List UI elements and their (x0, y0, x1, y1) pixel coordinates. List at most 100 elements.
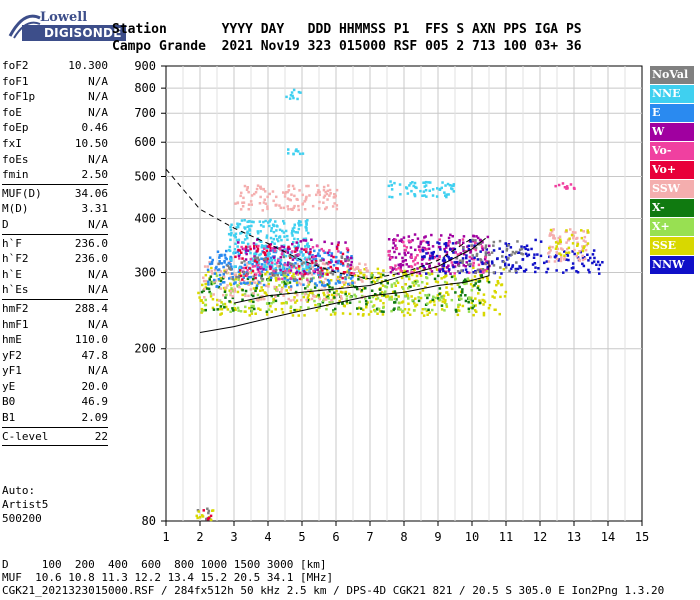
echo-point (570, 233, 574, 237)
echo-point (242, 201, 246, 204)
echo-point (274, 262, 277, 266)
echo-point (465, 256, 468, 260)
echo-point (239, 232, 242, 235)
echo-point (423, 185, 426, 188)
echo-point (272, 300, 275, 304)
echo-point (227, 261, 230, 265)
echo-point (457, 264, 461, 268)
echo-point (313, 249, 316, 253)
echo-point (343, 304, 346, 308)
echo-point (283, 235, 286, 238)
echo-point (416, 280, 419, 283)
echo-point (442, 257, 446, 260)
echo-point (390, 295, 393, 299)
echo-point (284, 254, 288, 258)
echo-point (298, 189, 301, 192)
echo-point (570, 267, 574, 270)
echo-point (362, 276, 365, 279)
echo-point (459, 294, 463, 297)
echo-point (374, 310, 377, 313)
echo-point (207, 283, 210, 286)
echo-point (485, 269, 488, 273)
echo-point (353, 274, 357, 277)
echo-point (483, 300, 487, 304)
echo-point (335, 267, 338, 270)
echo-point (373, 276, 376, 279)
echo-point (267, 254, 270, 258)
echo-point (553, 237, 556, 240)
echo-point (266, 207, 269, 211)
echo-point (255, 284, 259, 287)
echo-point (493, 296, 496, 299)
echo-point (267, 308, 271, 311)
echo-point (587, 231, 590, 234)
echo-point (443, 247, 446, 251)
echo-point (320, 247, 323, 251)
echo-point (222, 293, 225, 297)
echo-point (207, 511, 210, 515)
echo-point (233, 307, 237, 310)
echo-point (330, 254, 333, 258)
echo-point (243, 184, 247, 188)
echo-point (402, 287, 405, 290)
echo-point (225, 249, 228, 253)
param-value: N/A (88, 74, 108, 88)
echo-point (346, 263, 350, 266)
echo-point (456, 313, 460, 317)
echo-point (337, 241, 340, 244)
echo-point (243, 280, 246, 283)
echo-point (415, 303, 419, 307)
echo-point (262, 283, 266, 287)
echo-point (583, 235, 587, 239)
echo-point (444, 272, 447, 275)
echo-point (341, 281, 345, 284)
echo-point (259, 308, 262, 311)
echo-point (356, 287, 359, 291)
logo-text-lowell: Lowell (40, 10, 88, 25)
legend-item: Vo- (650, 142, 694, 160)
echo-point (430, 233, 433, 237)
echo-point (539, 240, 543, 243)
echo-point (457, 305, 460, 309)
echo-point (402, 309, 405, 313)
echo-point (379, 281, 383, 285)
echo-point (318, 270, 322, 273)
echo-point (240, 261, 243, 264)
echo-point (409, 240, 413, 243)
echo-point (518, 265, 521, 268)
echo-point (340, 260, 343, 263)
echo-point (284, 283, 288, 286)
echo-point (252, 275, 255, 278)
echo-point (551, 233, 554, 237)
echo-point (351, 281, 354, 284)
echo-point (270, 302, 273, 305)
echo-point (571, 230, 575, 234)
echo-point (256, 249, 259, 253)
echo-point (583, 256, 586, 259)
echo-point (303, 208, 307, 211)
echo-point (477, 263, 481, 267)
echo-point (348, 268, 351, 272)
echo-point (361, 280, 364, 283)
echo-point (372, 279, 375, 283)
echo-point (305, 223, 308, 226)
echo-point (412, 184, 415, 188)
echo-point (318, 280, 322, 284)
echo-point (344, 276, 347, 279)
echo-point (300, 262, 304, 266)
echo-point (473, 309, 477, 312)
param-row: foEs N/A (2, 152, 108, 168)
echo-point (327, 293, 330, 297)
echo-point (332, 255, 335, 259)
echo-point (316, 244, 319, 248)
echo-point (524, 247, 527, 251)
echo-point (299, 220, 302, 223)
echo-point (300, 273, 303, 276)
echo-point (517, 251, 521, 254)
echo-point (349, 295, 352, 299)
echo-point (220, 301, 223, 304)
echo-point (424, 184, 428, 187)
echo-point (468, 298, 471, 301)
echo-point (436, 241, 439, 244)
echo-point (467, 244, 471, 248)
